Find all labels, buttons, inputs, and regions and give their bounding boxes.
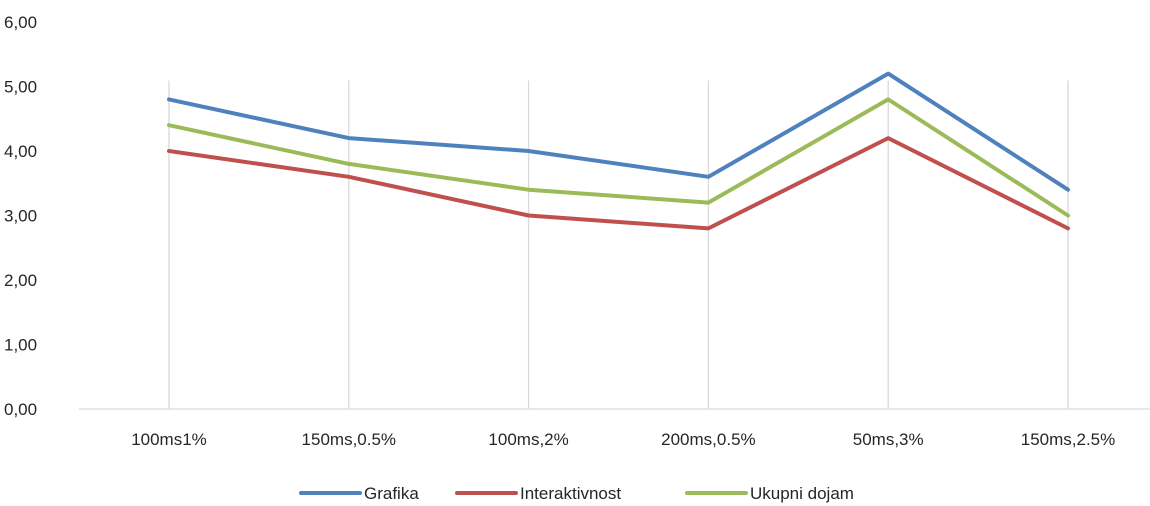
grid-layer xyxy=(168,80,1069,409)
data-point xyxy=(348,163,350,165)
x-tick-label: 100ms1% xyxy=(131,430,207,449)
y-tick-label: 1,00 xyxy=(4,336,37,355)
data-point xyxy=(887,137,889,139)
data-point xyxy=(707,202,709,204)
data-point xyxy=(528,150,530,152)
data-point xyxy=(168,124,170,126)
data-point xyxy=(168,150,170,152)
series-line-grafika xyxy=(167,71,1070,192)
data-point xyxy=(528,189,530,191)
y-tick-label: 3,00 xyxy=(4,207,37,226)
data-point xyxy=(1067,227,1069,229)
y-axis: 0,00 1,00 2,00 3,00 4,00 5,00 6,00 xyxy=(4,13,37,419)
legend-label: Interaktivnost xyxy=(520,484,621,503)
y-tick-label: 2,00 xyxy=(4,271,37,290)
x-tick-label: 150ms,0.5% xyxy=(302,430,397,449)
legend-item: Interaktivnost xyxy=(455,484,621,503)
y-tick-label: 0,00 xyxy=(4,400,37,419)
data-point xyxy=(168,98,170,100)
series-line-interaktivnost xyxy=(167,136,1070,231)
y-tick-label: 5,00 xyxy=(4,78,37,97)
data-point xyxy=(887,73,889,75)
x-tick-label: 150ms,2.5% xyxy=(1021,430,1116,449)
data-point xyxy=(707,227,709,229)
legend: Grafika Interaktivnost Ukupni dojam xyxy=(299,484,854,503)
x-tick-label: 100ms,2% xyxy=(488,430,568,449)
legend-item: Grafika xyxy=(299,484,419,503)
data-point xyxy=(1067,189,1069,191)
legend-item: Ukupni dojam xyxy=(685,484,854,503)
y-tick-label: 4,00 xyxy=(4,142,37,161)
legend-label: Grafika xyxy=(364,484,419,503)
legend-label: Ukupni dojam xyxy=(750,484,854,503)
x-tick-label: 50ms,3% xyxy=(853,430,924,449)
data-point xyxy=(887,98,889,100)
series-line-ukupni-dojam xyxy=(167,97,1070,218)
y-tick-label: 6,00 xyxy=(4,13,37,32)
x-tick-label: 200ms,0.5% xyxy=(661,430,756,449)
data-point xyxy=(1067,215,1069,216)
data-point xyxy=(348,176,350,178)
x-axis: 100ms1% 150ms,0.5% 100ms,2% 200ms,0.5% 50ms,… xyxy=(79,408,1150,449)
data-point xyxy=(707,176,709,178)
series-layer xyxy=(167,71,1070,231)
data-point xyxy=(348,137,350,139)
data-point xyxy=(528,215,530,216)
